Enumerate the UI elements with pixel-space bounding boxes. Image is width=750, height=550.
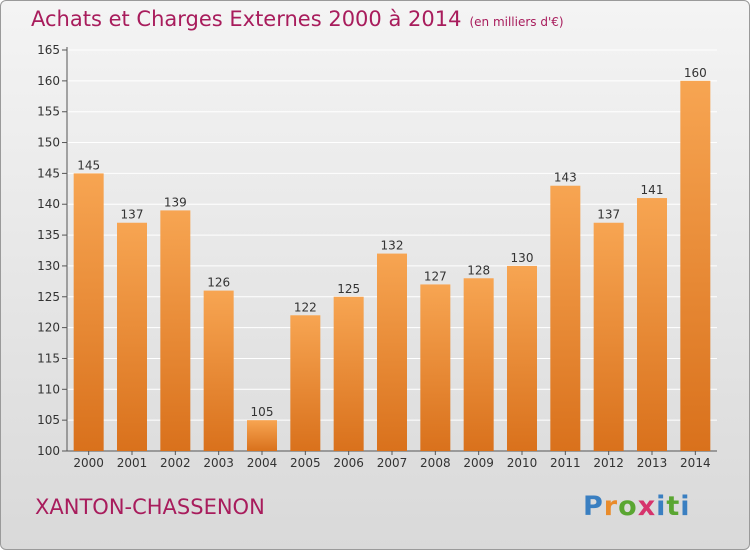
data-label: 139	[164, 195, 187, 209]
y-tick-label: 155	[37, 105, 60, 119]
bar-2012	[593, 222, 624, 451]
bar-2008	[420, 284, 451, 451]
bar-2007	[377, 253, 407, 451]
bar-2009	[463, 278, 494, 451]
bar-2003	[203, 290, 234, 451]
y-tick-label: 160	[37, 74, 60, 88]
x-tick-label: 2001	[117, 456, 148, 470]
y-tick-label: 135	[37, 228, 60, 242]
data-label: 125	[337, 282, 360, 296]
bar-2004	[247, 420, 277, 451]
data-label: 128	[467, 263, 490, 277]
x-tick-label: 2004	[247, 456, 278, 470]
x-tick-label: 2000	[73, 456, 104, 470]
data-label: 126	[207, 276, 230, 290]
data-label: 105	[251, 405, 274, 419]
x-tick-label: 2012	[593, 456, 624, 470]
data-label: 145	[77, 158, 100, 172]
y-tick-label: 105	[37, 413, 60, 427]
x-tick-label: 2011	[550, 456, 581, 470]
y-tick-label: 100	[37, 444, 60, 458]
chart-title: Achats et Charges Externes 2000 à 2014 (e…	[31, 7, 564, 31]
bar-2013	[637, 198, 667, 451]
x-tick-label: 2006	[333, 456, 364, 470]
y-tick-label: 145	[37, 166, 60, 180]
bar-2005	[290, 315, 321, 451]
data-label: 132	[381, 239, 404, 253]
y-tick-label: 140	[37, 197, 60, 211]
data-label: 122	[294, 300, 317, 314]
y-tick-label: 130	[37, 259, 60, 273]
data-label: 143	[554, 171, 577, 185]
axes: 1001051101151201251301351401451501551601…	[37, 43, 717, 470]
bar-2006	[333, 296, 364, 451]
proxiti-logo[interactable]: Proxiti	[583, 491, 691, 522]
y-tick-label: 110	[37, 382, 60, 396]
x-tick-label: 2005	[290, 456, 321, 470]
place-name: XANTON-CHASSENON	[35, 495, 265, 519]
data-label: 130	[511, 251, 534, 265]
x-tick-label: 2003	[203, 456, 234, 470]
y-tick-label: 150	[37, 136, 60, 150]
x-tick-label: 2007	[377, 456, 408, 470]
bar-2014	[680, 80, 711, 451]
x-tick-label: 2002	[160, 456, 191, 470]
x-tick-label: 2009	[463, 456, 494, 470]
y-tick-label: 120	[37, 321, 60, 335]
data-label: 127	[424, 269, 447, 283]
bars	[73, 80, 711, 451]
bar-2002	[160, 210, 191, 451]
y-tick-label: 115	[37, 351, 60, 365]
bar-2001	[117, 222, 147, 451]
x-tick-label: 2008	[420, 456, 451, 470]
bar-2000	[73, 173, 104, 451]
data-labels: 145 137 139 126 105 122 125 132 127 128 130 143 137 1…	[77, 66, 707, 419]
y-tick-label: 125	[37, 290, 60, 304]
x-tick-label: 2013	[637, 456, 668, 470]
x-tick-label: 2014	[680, 456, 711, 470]
x-tick-label: 2010	[507, 456, 538, 470]
data-label: 137	[121, 208, 144, 222]
y-tick-label: 165	[37, 43, 60, 57]
bar-2010	[507, 265, 537, 451]
data-label: 160	[684, 66, 707, 80]
bar-2011	[550, 185, 581, 451]
data-label: 141	[641, 183, 664, 197]
chart-subtitle: (en milliers d'€)	[469, 15, 564, 29]
data-label: 137	[597, 208, 620, 222]
